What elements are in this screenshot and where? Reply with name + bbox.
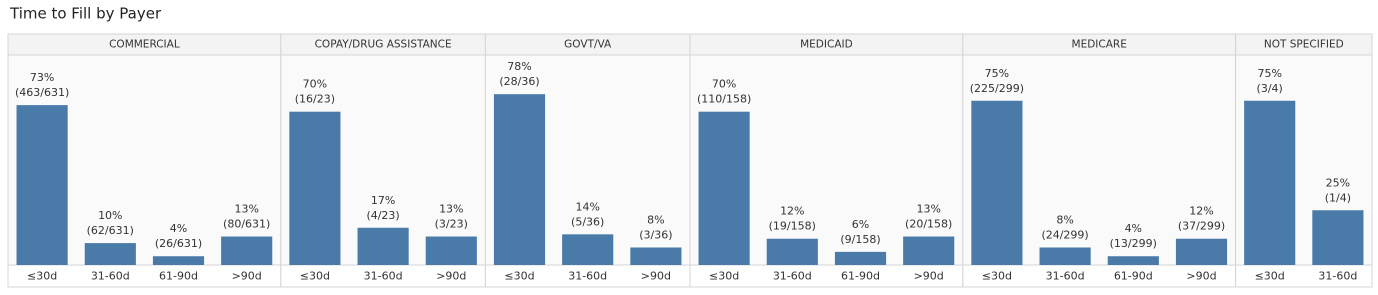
x-tick-label: ≤30d [300,270,330,283]
value-label: 4% [1125,222,1142,235]
detail-label: (9/158) [840,233,880,246]
x-tick-label: ≤30d [27,270,57,283]
x-tick-label: >90d [1186,270,1216,283]
detail-label: (3/4) [1257,82,1283,95]
bar [630,247,682,265]
detail-label: (13/299) [1110,237,1157,250]
x-tick-label: >90d [232,270,262,283]
x-tick-label: >90d [436,270,466,283]
detail-label: (20/158) [905,218,952,231]
value-label: 75% [1257,67,1281,80]
x-tick-label: 31-60d [364,270,403,283]
bar [221,236,273,265]
value-label: 14% [575,200,599,213]
value-label: 25% [1326,176,1350,189]
value-label: 78% [507,60,531,73]
x-tick-label: ≤30d [982,270,1012,283]
bar [289,111,341,265]
x-tick-label: 31-60d [1046,270,1085,283]
detail-label: (26/631) [155,237,202,250]
value-label: 8% [647,213,664,226]
detail-label: (5/36) [571,215,604,228]
detail-label: (62/631) [87,224,134,237]
bar [16,105,68,265]
bar [1312,210,1364,265]
value-label: 17% [371,194,395,207]
panel-title: MEDICARE [1072,39,1127,51]
x-tick-label: ≤30d [709,270,739,283]
x-tick-label: ≤30d [504,270,534,283]
detail-label: (1/4) [1325,191,1351,204]
value-label: 13% [916,203,940,216]
x-tick-label: 61-90d [841,270,880,283]
value-label: 8% [1056,213,1073,226]
bar [493,94,546,266]
panel-title: NOT SPECIFIED [1264,39,1344,51]
panel-title: COPAY/DRUG ASSISTANCE [315,39,452,51]
value-label: 4% [170,222,187,235]
value-label: 70% [712,78,736,91]
detail-label: (80/631) [223,218,270,231]
bar [562,234,614,265]
bar [1107,256,1159,265]
detail-label: (225/299) [970,82,1024,95]
bar [1244,100,1296,265]
bar [971,100,1023,265]
panel-title: COMMERCIAL [109,39,180,51]
detail-label: (24/299) [1041,228,1088,241]
x-tick-label: ≤30d [1255,270,1285,283]
bar [84,243,136,265]
panel-title: GOVT/VA [564,39,612,51]
value-label: 13% [234,203,258,216]
bar [903,236,955,265]
x-tick-label: 31-60d [1318,270,1357,283]
detail-label: (3/23) [435,218,468,231]
bar [1175,238,1228,265]
value-label: 10% [98,209,122,222]
x-tick-label: 31-60d [568,270,607,283]
bar [698,111,750,265]
detail-label: (28/36) [499,75,539,88]
chart-title: Time to Fill by Payer [9,5,162,23]
detail-label: (4/23) [366,209,399,222]
x-tick-label: 31-60d [773,270,812,283]
detail-label: (110/158) [697,93,751,106]
detail-label: (16/23) [295,93,335,106]
detail-label: (463/631) [15,86,69,99]
bar [152,256,205,265]
bar [766,238,818,265]
value-label: 75% [985,67,1009,80]
panel-title: MEDICAID [800,39,853,51]
panel-axis [1235,264,1373,288]
value-label: 13% [439,203,463,216]
x-tick-label: >90d [914,270,944,283]
x-tick-label: 61-90d [159,270,198,283]
x-tick-label: 61-90d [1114,270,1153,283]
detail-label: (19/158) [769,220,816,233]
value-label: 6% [852,218,869,231]
bar [357,227,409,265]
bar [425,236,477,265]
bar [834,251,887,265]
value-label: 70% [303,78,327,91]
detail-label: (3/36) [639,228,672,241]
value-label: 73% [30,71,54,84]
value-label: 12% [780,205,804,218]
value-label: 12% [1189,205,1213,218]
bar [1039,247,1091,265]
detail-label: (37/299) [1178,220,1225,233]
x-tick-label: 31-60d [91,270,130,283]
x-tick-label: >90d [641,270,671,283]
